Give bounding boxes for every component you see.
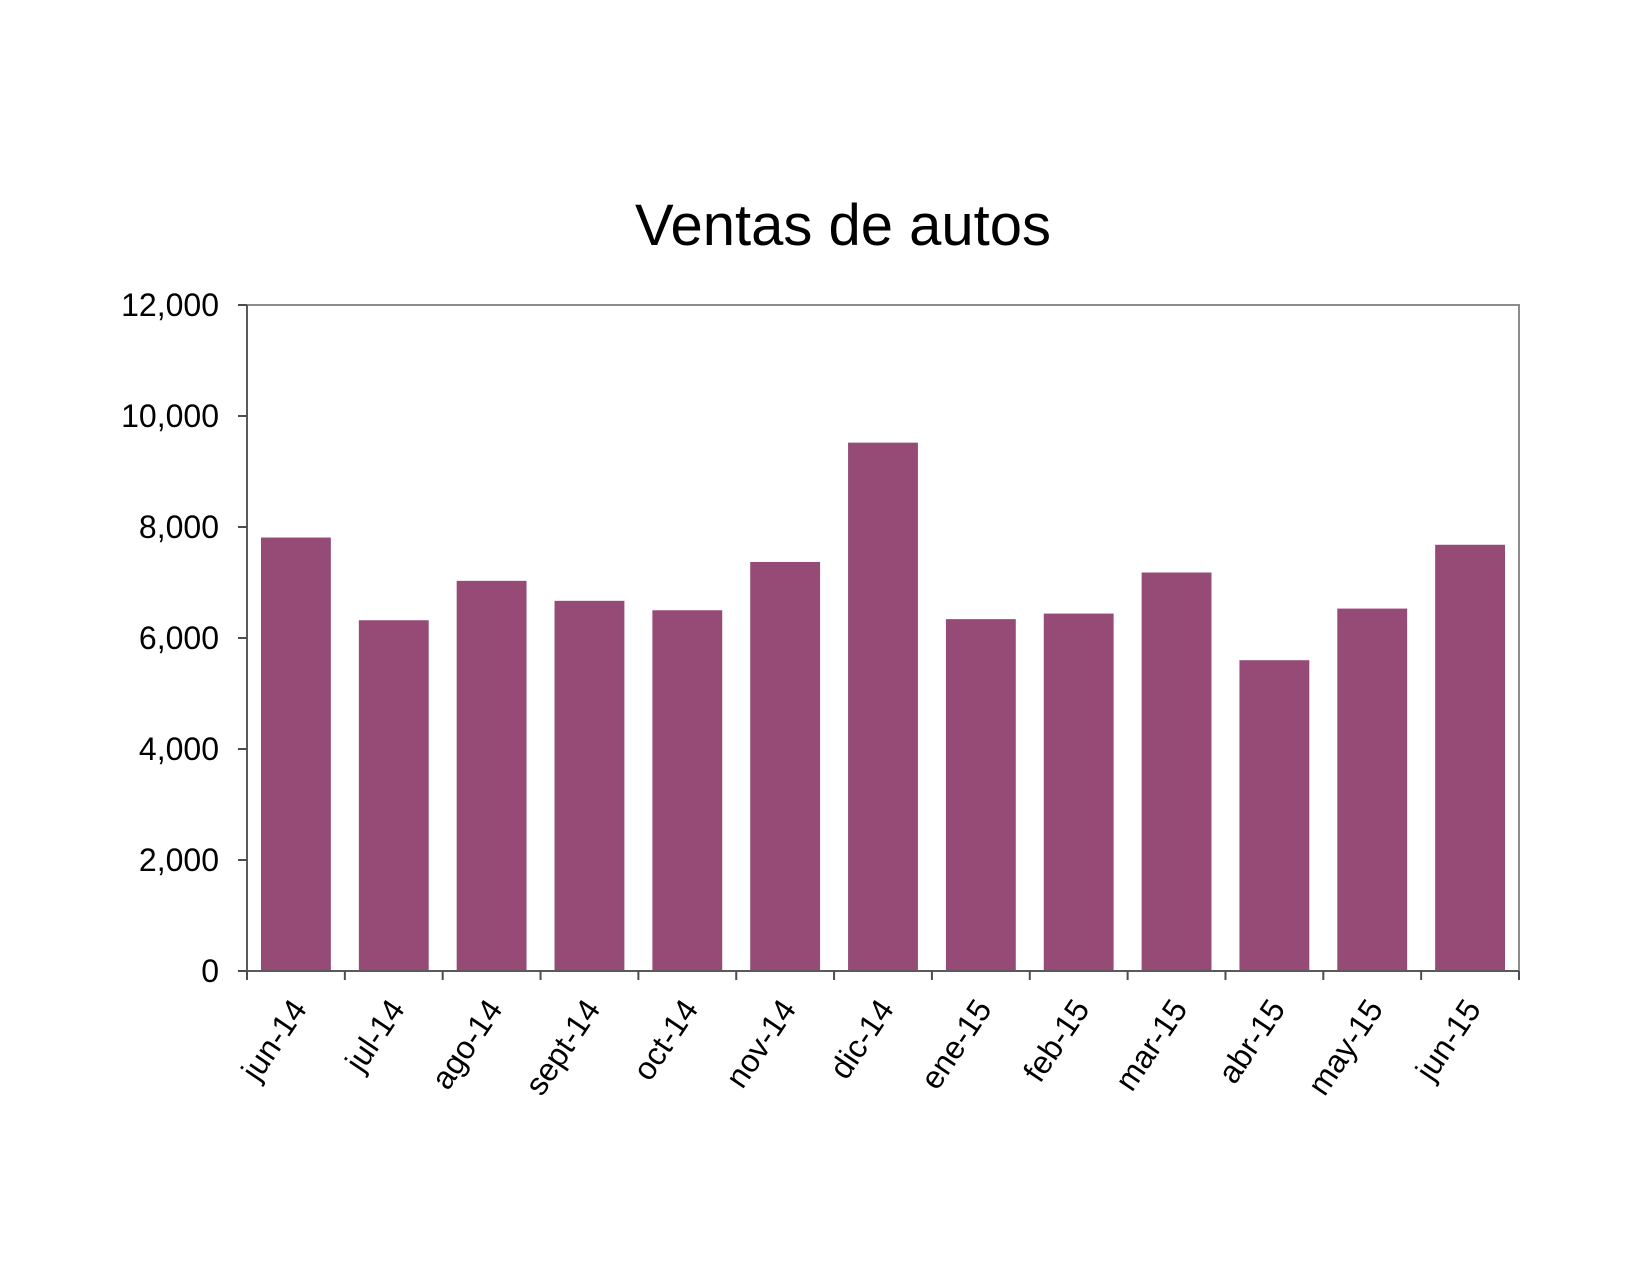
y-tick-label: 0 [201, 953, 219, 989]
bar-jun-14 [260, 537, 331, 971]
bar-ene-15 [945, 619, 1016, 971]
bar-abr-15 [1239, 660, 1310, 971]
bar-nov-14 [750, 561, 821, 971]
y-tick-label: 2,000 [139, 842, 219, 878]
bar-jun-15 [1435, 544, 1506, 971]
bar-dic-14 [848, 442, 918, 971]
bar-feb-15 [1043, 613, 1114, 971]
x-axis-ticks [246, 971, 1520, 980]
y-axis-ticks [238, 304, 247, 972]
bar-ago-14 [456, 580, 527, 971]
bar-may-15 [1337, 608, 1408, 971]
y-tick-label: 10,000 [121, 398, 219, 434]
bar-jul-14 [358, 620, 429, 971]
bar-oct-14 [652, 610, 723, 971]
y-tick-label: 8,000 [139, 509, 219, 545]
y-tick-label: 4,000 [139, 731, 219, 767]
y-tick-label: 6,000 [139, 620, 219, 656]
y-axis-tick-labels: 0 2,000 4,000 6,000 8,000 10,000 12,000 [121, 287, 219, 989]
y-tick-label: 12,000 [121, 287, 219, 323]
bar-sept-14 [554, 600, 625, 971]
bar-series [260, 442, 1506, 971]
bar-mar-15 [1141, 572, 1212, 971]
chart-title: Ventas de autos [635, 193, 1051, 258]
